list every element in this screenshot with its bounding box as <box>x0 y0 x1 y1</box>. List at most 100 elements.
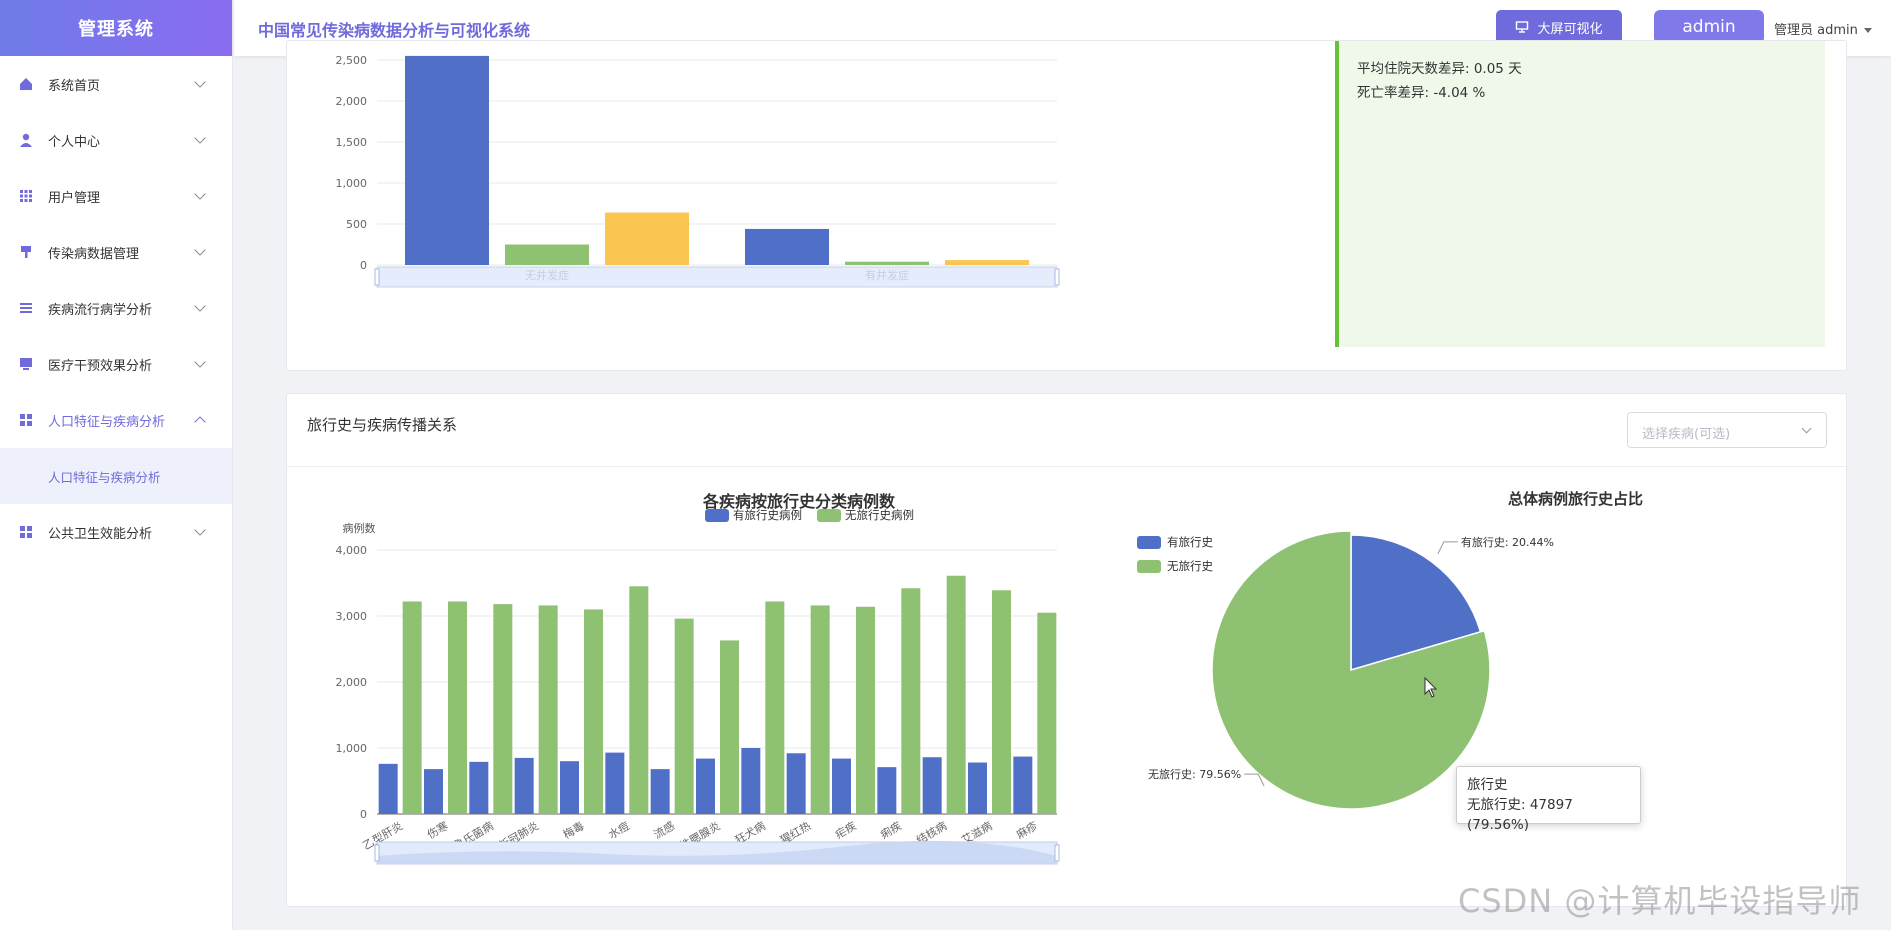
zoom-slider <box>376 266 1058 288</box>
slider-handle <box>1054 844 1060 862</box>
bigscreen-button[interactable]: 大屏可视化 <box>1496 10 1622 44</box>
y-tick-label: 2,000 <box>336 676 368 689</box>
y-tick-label: 0 <box>360 808 367 821</box>
legend-label: 有旅行史 <box>1167 535 1213 549</box>
sidebar-item-6[interactable]: 人口特征与疾病分析 <box>0 392 232 448</box>
sidebar-item-label: 公共卫生效能分析 <box>48 526 153 542</box>
disease-select[interactable]: 选择疾病(可选) <box>1627 412 1827 448</box>
bar <box>968 762 987 814</box>
user-dropdown[interactable]: 管理员 admin <box>1774 19 1872 38</box>
slider-preview <box>377 840 1057 864</box>
bar <box>448 601 467 814</box>
sidebar-item-3[interactable]: 传染病数据管理 <box>0 224 232 280</box>
bar <box>650 769 670 814</box>
sidebar-item-4[interactable]: 疾病流行病学分析 <box>0 280 232 336</box>
apps-icon <box>18 412 34 428</box>
sidebar-item-label: 医疗干预效果分析 <box>48 358 153 374</box>
pie-chart-title: 总体病例旅行史占比 <box>1508 490 1644 508</box>
pie-label: 有旅行史: 20.44% <box>1461 535 1554 549</box>
bar <box>405 55 489 266</box>
x-tick-label: 麻疹 <box>1014 818 1040 841</box>
y-tick-label: 1,000 <box>336 742 368 755</box>
bigscreen-label: 大屏可视化 <box>1537 21 1603 37</box>
bar-chart-title: 各疾病按旅行史分类病例数 <box>703 492 896 511</box>
bar <box>946 575 966 814</box>
bar <box>992 590 1011 814</box>
x-tick-label: 水痘 <box>606 818 632 841</box>
home-icon <box>18 76 34 92</box>
info-line-stay: 平均住院天数差异: 0.05 天 <box>1357 61 1522 77</box>
label-line <box>1437 541 1458 555</box>
y-tick-label: 3,000 <box>336 610 368 623</box>
x-tick-label: 流感 <box>651 818 677 841</box>
chevron-down-icon <box>194 244 206 256</box>
tooltip-title: 旅行史 <box>1467 777 1508 793</box>
sidebar-item-5[interactable]: 医疗干预效果分析 <box>0 336 232 392</box>
submenu-item-active[interactable]: 人口特征与疾病分析 <box>0 448 232 504</box>
sidebar-item-label: 个人中心 <box>48 134 101 150</box>
monitor-icon <box>18 356 34 372</box>
y-tick-label: 1,000 <box>336 177 368 190</box>
bar <box>1037 612 1057 814</box>
pie-tooltip: 旅行史 无旅行史: 47897 (79.56%) <box>1456 766 1641 833</box>
sidebar-item-label: 传染病数据管理 <box>48 246 140 262</box>
label-line <box>1244 773 1265 787</box>
y-axis-title: 病例数 <box>343 521 376 535</box>
bar <box>505 244 589 265</box>
chevron-down-icon <box>194 356 206 368</box>
chevron-down-icon <box>194 76 206 88</box>
bar <box>514 757 534 814</box>
x-tick-label: 痢疾 <box>878 818 904 841</box>
sidebar-item-0[interactable]: 系统首页 <box>0 56 232 112</box>
bar <box>901 588 921 814</box>
chevron-down-icon <box>1801 423 1812 434</box>
travel-history-card: 旅行史与疾病传播关系 选择疾病(可选) 各疾病按旅行史分类病例数 有旅行史病例无… <box>286 393 1847 907</box>
pie-slice <box>1350 534 1482 672</box>
brush-icon <box>18 244 34 260</box>
pie-slice <box>1211 530 1491 810</box>
bar <box>560 761 579 814</box>
sidebar-item-1[interactable]: 个人中心 <box>0 112 232 168</box>
bar <box>856 606 875 814</box>
watermark: CSDN @计算机毕设指导师 <box>1458 882 1862 920</box>
user-icon <box>18 132 34 148</box>
bar <box>810 605 830 814</box>
admin-button[interactable]: admin <box>1654 10 1764 44</box>
difference-info-panel: 平均住院天数差异: 0.05 天 死亡率差异: -4.04 % <box>1335 41 1825 347</box>
x-tick-label: 梅毒 <box>560 818 586 841</box>
sidebar-item-label: 人口特征与疾病分析 <box>48 414 166 430</box>
legend-swatch <box>1137 536 1161 549</box>
sidebar-item-2[interactable]: 用户管理 <box>0 168 232 224</box>
sidebar-item-label: 疾病流行病学分析 <box>48 302 153 318</box>
legend-swatch <box>705 509 729 522</box>
sidebar-menu: 系统首页 个人中心 用户管理 传染病数据管理 疾病流行病学分析 医疗干预效果分析 人口特征与… <box>0 56 232 560</box>
bar <box>538 605 558 814</box>
bar <box>765 601 785 814</box>
card-title: 旅行史与疾病传播关系 <box>307 416 458 434</box>
sidebar-item-label: 用户管理 <box>48 190 101 206</box>
legend-label: 有旅行史病例 <box>733 508 802 522</box>
legend-label: 无旅行史病例 <box>845 508 914 522</box>
y-tick-label: 2,500 <box>336 54 368 67</box>
sidebar-item-label: 系统首页 <box>48 78 101 94</box>
x-tick-label: 疟疾 <box>832 818 858 841</box>
bar <box>469 761 489 814</box>
tooltip-text: 无旅行史: 47897 (79.56%) <box>1467 797 1573 833</box>
chevron-down-icon <box>194 188 206 200</box>
y-tick-label: 1,500 <box>336 136 368 149</box>
bar <box>786 753 806 814</box>
caret-down-icon <box>1863 28 1872 33</box>
chevron-down-icon <box>194 300 206 312</box>
bar <box>629 586 649 814</box>
bar <box>493 604 513 814</box>
y-tick-label: 4,000 <box>336 544 368 557</box>
slider-handle <box>374 268 380 286</box>
bar <box>605 752 625 814</box>
legend-swatch <box>817 509 841 522</box>
sidebar-item-7[interactable]: 公共卫生效能分析 <box>0 504 232 560</box>
cursor-icon <box>1424 676 1438 698</box>
bar <box>1013 756 1033 814</box>
legend-swatch <box>1137 560 1161 573</box>
